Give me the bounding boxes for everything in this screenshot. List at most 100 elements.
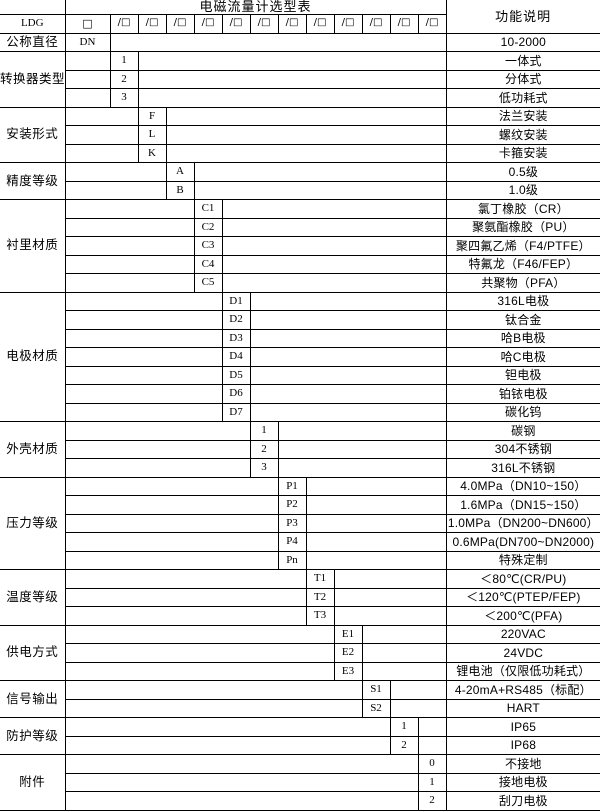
- row-left-blank: [64, 125, 139, 145]
- code-cell[interactable]: D1: [221, 291, 251, 312]
- code-cell[interactable]: L: [137, 125, 167, 145]
- code-cell[interactable]: 1: [389, 717, 419, 737]
- row-right-blank: [277, 458, 447, 478]
- model-slot-0[interactable]: □: [64, 13, 111, 34]
- code-cell[interactable]: 2: [109, 69, 139, 90]
- code-cell[interactable]: 1: [109, 51, 139, 71]
- row-right-blank: [193, 180, 447, 201]
- code-cell[interactable]: 2: [389, 735, 419, 756]
- row-right-blank: [137, 88, 447, 108]
- table-row: E3 锂电池（仅限低功耗式）: [0, 661, 600, 682]
- code-cell[interactable]: C1: [193, 199, 223, 219]
- row-left-blank: [64, 458, 251, 478]
- code-cell[interactable]: T2: [305, 587, 335, 608]
- code-cell[interactable]: DN: [64, 32, 111, 53]
- model-slot-2[interactable]: /□: [137, 13, 167, 34]
- function-description: 碳钢: [445, 421, 600, 441]
- code-cell[interactable]: D4: [221, 347, 251, 367]
- code-cell[interactable]: 1: [249, 421, 279, 441]
- code-cell[interactable]: F: [137, 106, 167, 127]
- code-cell[interactable]: 3: [249, 458, 279, 478]
- code-cell[interactable]: P2: [277, 495, 307, 515]
- code-cell[interactable]: P3: [277, 513, 307, 534]
- code-cell[interactable]: C2: [193, 217, 223, 238]
- code-cell[interactable]: C5: [193, 273, 223, 293]
- code-cell[interactable]: 2: [249, 439, 279, 460]
- model-slot-6[interactable]: /□: [249, 13, 279, 34]
- model-slot-5[interactable]: /□: [221, 13, 251, 34]
- row-left-blank: [64, 254, 195, 275]
- row-left-blank: [64, 180, 167, 201]
- code-cell[interactable]: D3: [221, 328, 251, 349]
- row-right-blank: [277, 439, 447, 460]
- table-row: 2 304不锈钢: [0, 439, 600, 460]
- function-description: ＜80℃(CR/PU): [445, 569, 600, 589]
- category-label: 安装形式: [0, 106, 66, 164]
- model-slot-11[interactable]: /□: [389, 13, 419, 34]
- row-left-blank: [64, 661, 335, 682]
- code-cell[interactable]: 1: [417, 772, 447, 793]
- row-left-blank: [64, 421, 251, 441]
- row-right-blank: [221, 254, 447, 275]
- function-description: 聚四氟乙烯（F4/PTFE）: [445, 236, 600, 256]
- code-cell[interactable]: P1: [277, 476, 307, 497]
- code-cell[interactable]: 3: [109, 88, 139, 108]
- table-row: 安装形式 F 法兰安装: [0, 106, 600, 164]
- code-cell[interactable]: P4: [277, 532, 307, 552]
- model-slot-8[interactable]: /□: [305, 13, 335, 34]
- row-left-blank: [64, 236, 195, 256]
- row-right-blank: [305, 550, 447, 571]
- model-slot-10[interactable]: /□: [361, 13, 391, 34]
- code-cell[interactable]: C3: [193, 236, 223, 256]
- model-slot-9[interactable]: /□: [333, 13, 363, 34]
- model-slot-7[interactable]: /□: [277, 13, 307, 34]
- code-cell[interactable]: T3: [305, 606, 335, 626]
- function-description: 4-20mA+RS485（标配）: [445, 680, 600, 700]
- code-cell[interactable]: B: [165, 180, 195, 201]
- code-cell[interactable]: S1: [361, 680, 391, 700]
- code-cell[interactable]: E1: [333, 624, 363, 645]
- code-cell[interactable]: 0: [417, 754, 447, 774]
- code-cell[interactable]: E3: [333, 661, 363, 682]
- row-right-blank: [221, 199, 447, 219]
- row-left-blank: [64, 291, 223, 312]
- model-slot-3[interactable]: /□: [165, 13, 195, 34]
- table-row: S2 HART: [0, 698, 600, 719]
- code-cell[interactable]: Pn: [277, 550, 307, 571]
- category-label: 防护等级: [0, 717, 66, 756]
- function-description: 哈B电极: [445, 328, 600, 349]
- code-cell[interactable]: C4: [193, 254, 223, 275]
- model-slot-1[interactable]: /□: [109, 13, 139, 34]
- row-left-blank: [64, 791, 419, 811]
- function-description: IP65: [445, 717, 600, 737]
- code-cell[interactable]: E2: [333, 643, 363, 663]
- code-cell[interactable]: S2: [361, 698, 391, 719]
- code-cell[interactable]: T1: [305, 569, 335, 589]
- code-cell[interactable]: D6: [221, 384, 251, 404]
- code-cell[interactable]: 2: [417, 791, 447, 811]
- row-left-blank: [64, 310, 223, 330]
- model-slot-12[interactable]: /□: [417, 13, 447, 34]
- table-row: 2 分体式: [0, 69, 600, 90]
- code-cell[interactable]: D5: [221, 365, 251, 386]
- row-right-blank: [305, 513, 447, 534]
- row-left-blank: [64, 606, 307, 626]
- code-cell[interactable]: A: [165, 162, 195, 182]
- row-left-blank: [64, 698, 363, 719]
- function-description: 不接地: [445, 754, 600, 774]
- model-slot-4[interactable]: /□: [193, 13, 223, 34]
- code-cell[interactable]: K: [137, 143, 167, 164]
- table-row: D2 钛合金: [0, 310, 600, 330]
- code-cell[interactable]: D7: [221, 402, 251, 423]
- row-right-blank: [249, 365, 447, 386]
- row-left-blank: [64, 69, 111, 90]
- row-left-blank: [64, 569, 307, 589]
- category-label: 公称直径: [0, 32, 66, 53]
- code-cell[interactable]: D2: [221, 310, 251, 330]
- table-corner-blank: [0, 0, 66, 15]
- row-right-blank: [249, 328, 447, 349]
- table-row: B 1.0级: [0, 180, 600, 201]
- row-left-blank: [64, 217, 195, 238]
- category-label: 信号输出: [0, 680, 66, 719]
